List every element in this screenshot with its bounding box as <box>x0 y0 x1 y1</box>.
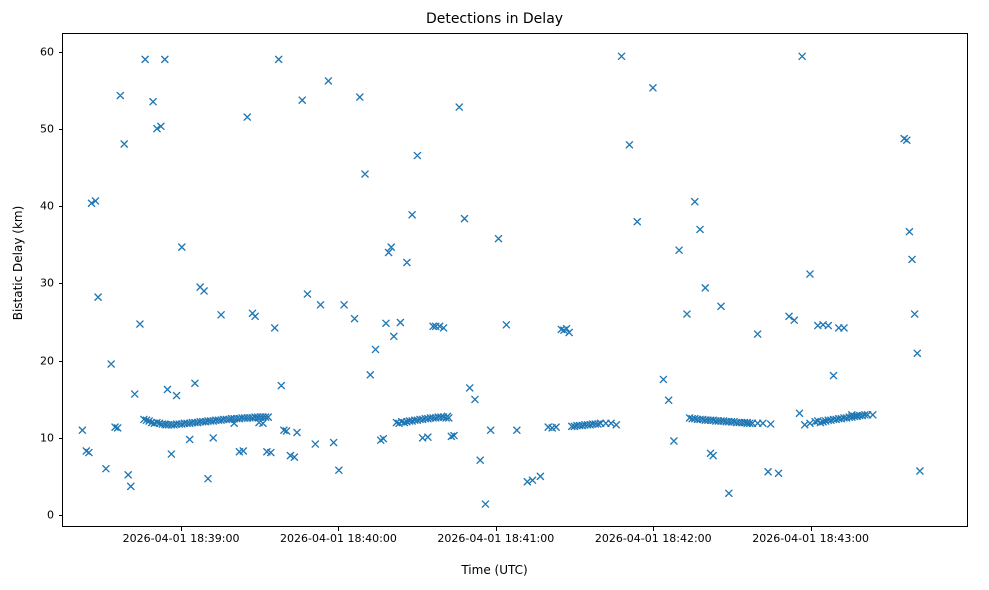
y-tick-label-0: 0 <box>47 508 54 522</box>
x-tick-label-4: 2026-04-01 18:43:00 <box>752 532 870 545</box>
x-tick-mark-1 <box>338 527 340 531</box>
x-tick-mark-4 <box>810 527 812 531</box>
x-tick-label-2: 2026-04-01 18:41:00 <box>437 532 555 545</box>
y-tick-label-6: 60 <box>40 45 54 59</box>
y-tick-label-2: 20 <box>40 354 54 368</box>
y-tick-mark-0 <box>58 515 62 517</box>
x-tick-label-0: 2026-04-01 18:39:00 <box>122 532 240 545</box>
y-tick-mark-5 <box>58 128 62 130</box>
x-axis-label: Time (UTC) <box>461 563 528 577</box>
plot-area <box>62 33 968 527</box>
y-tick-mark-6 <box>58 51 62 53</box>
x-tick-mark-2 <box>495 527 497 531</box>
y-tick-mark-3 <box>58 283 62 285</box>
y-tick-label-4: 40 <box>40 199 54 213</box>
y-tick-mark-1 <box>58 437 62 439</box>
y-tick-mark-2 <box>58 360 62 362</box>
x-tick-label-1: 2026-04-01 18:40:00 <box>280 532 397 545</box>
chart-title: Detections in Delay <box>425 11 564 27</box>
y-tick-label-3: 30 <box>40 276 54 290</box>
y-axis-label: Bistatic Delay (km) <box>11 205 25 321</box>
y-tick-label-5: 50 <box>40 122 54 136</box>
y-tick-label-1: 10 <box>40 431 54 445</box>
scatter-markers <box>78 52 924 508</box>
x-tick-mark-0 <box>181 527 183 531</box>
y-tick-mark-4 <box>58 206 62 208</box>
scatter-layer <box>78 52 924 508</box>
x-tick-label-3: 2026-04-01 18:42:00 <box>594 532 712 545</box>
x-tick-mark-3 <box>653 527 655 531</box>
